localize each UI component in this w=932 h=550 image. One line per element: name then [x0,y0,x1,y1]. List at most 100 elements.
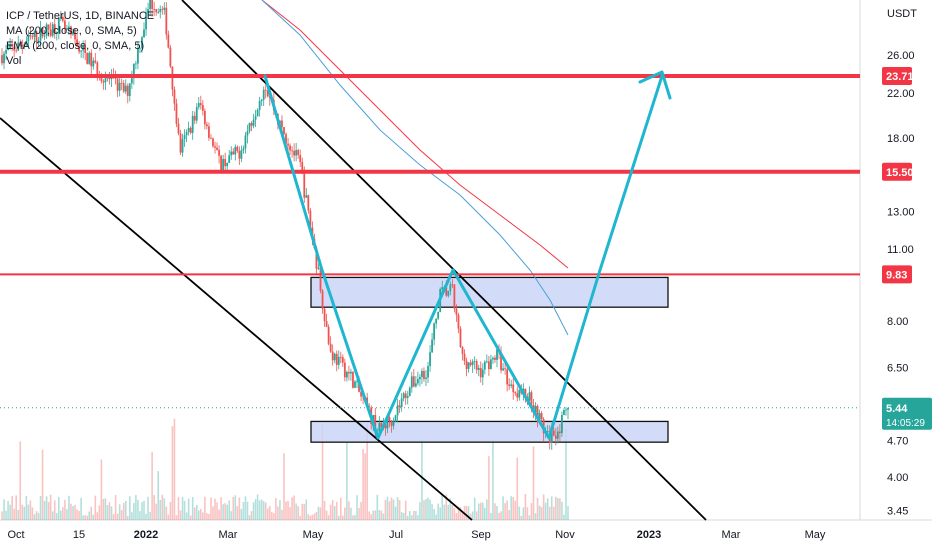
volume-bar [348,501,350,520]
volume-bar [390,497,393,520]
volume-bar [325,510,328,520]
volume-bar [153,494,155,520]
volume-bar [228,500,231,520]
volume-bar [317,506,320,520]
volume-bar [400,512,403,520]
volume-bar [230,511,233,520]
volume-bar [291,497,293,520]
legend-vol[interactable]: Vol [6,55,22,67]
legend-ma[interactable]: MA (200, close, 0, SMA, 5) [6,25,137,37]
volume-bar [398,500,401,520]
volume-bar [129,496,131,520]
candle-body [281,120,283,128]
volume-bar [260,499,263,520]
candle-body [254,116,257,120]
candle-body [335,353,338,365]
candle-body [494,357,496,360]
candle-body [400,398,403,407]
volume-bar [378,510,381,520]
price-tick-label: 26.00 [887,50,915,62]
candle-body [130,78,133,84]
candle-body [23,44,26,47]
candle-body [43,35,46,37]
volume-bar [335,501,338,520]
candle-body [132,63,135,79]
last-price-countdown: 14:05:29 [886,418,925,429]
volume-bar [76,509,78,520]
candle-body [512,384,515,393]
candle-body [419,376,421,380]
level-tag-label: 15.50 [886,167,914,179]
volume-bar [234,495,237,520]
candle-body [5,50,7,54]
volume-bar [240,509,243,520]
volume-bar [565,429,567,520]
candle-body [31,36,34,38]
volume-bar [137,499,139,520]
volume-bar [43,500,46,520]
volume-bar [155,503,157,520]
candle-body [80,50,83,52]
time-tick-label: Sep [471,529,491,541]
volume-bar [394,506,397,520]
candle-body [187,127,190,132]
candle-body [216,147,218,150]
candle-body [471,361,474,366]
volume-bar [508,510,510,520]
legend-symbol[interactable]: ICP / TetherUS, 1D, BINANCE [6,10,155,22]
candle-body [27,34,30,42]
volume-bar [15,495,18,520]
time-tick-label: Nov [555,529,575,541]
candle-body [246,131,249,136]
legend-ema[interactable]: EMA (200, close, 0, SMA, 5) [6,40,145,52]
volume-bar [47,501,50,520]
candle-body [563,410,565,416]
candle-body [39,27,42,41]
candle-body [473,361,476,362]
candle-body [197,103,200,108]
volume-bar [62,507,64,520]
volume-bar [197,510,200,520]
pattern-path [263,74,664,440]
candle-body [360,391,362,397]
candle-body [169,47,172,67]
candle-body [15,50,18,52]
candle-body [118,82,121,91]
candle-body [193,115,196,121]
volume-bar [329,504,332,520]
candle-body [1,55,3,64]
volume-bar [542,494,545,520]
volume-bar [557,498,559,520]
volume-bar [453,508,456,520]
volume-bar [437,503,439,520]
volume-bar [473,497,476,520]
volume-bar [193,507,196,520]
candle-body [483,361,486,370]
candle-body [252,119,255,126]
candle-body [352,371,354,388]
volume-bar [479,502,482,520]
volume-bar [55,513,58,520]
candle-body [475,361,478,370]
candle-body [183,135,186,140]
candle-body [333,353,336,361]
volume-bar [506,500,508,520]
volume-bar [133,502,135,520]
price-axis-unit: USDT [887,8,917,20]
volume-bar [559,498,561,520]
candle-body [504,368,507,370]
volume-bar [342,515,344,520]
volume-bar [368,511,370,520]
candle-body [171,66,174,90]
candle-body [421,371,423,377]
candle-body [455,308,458,315]
candle-body [339,356,342,358]
volume-bar [516,457,519,520]
candle-body [490,359,492,370]
candle-body [540,413,543,420]
candle-body [374,415,377,434]
volume-bar [413,510,415,520]
volume-bar [366,423,368,520]
